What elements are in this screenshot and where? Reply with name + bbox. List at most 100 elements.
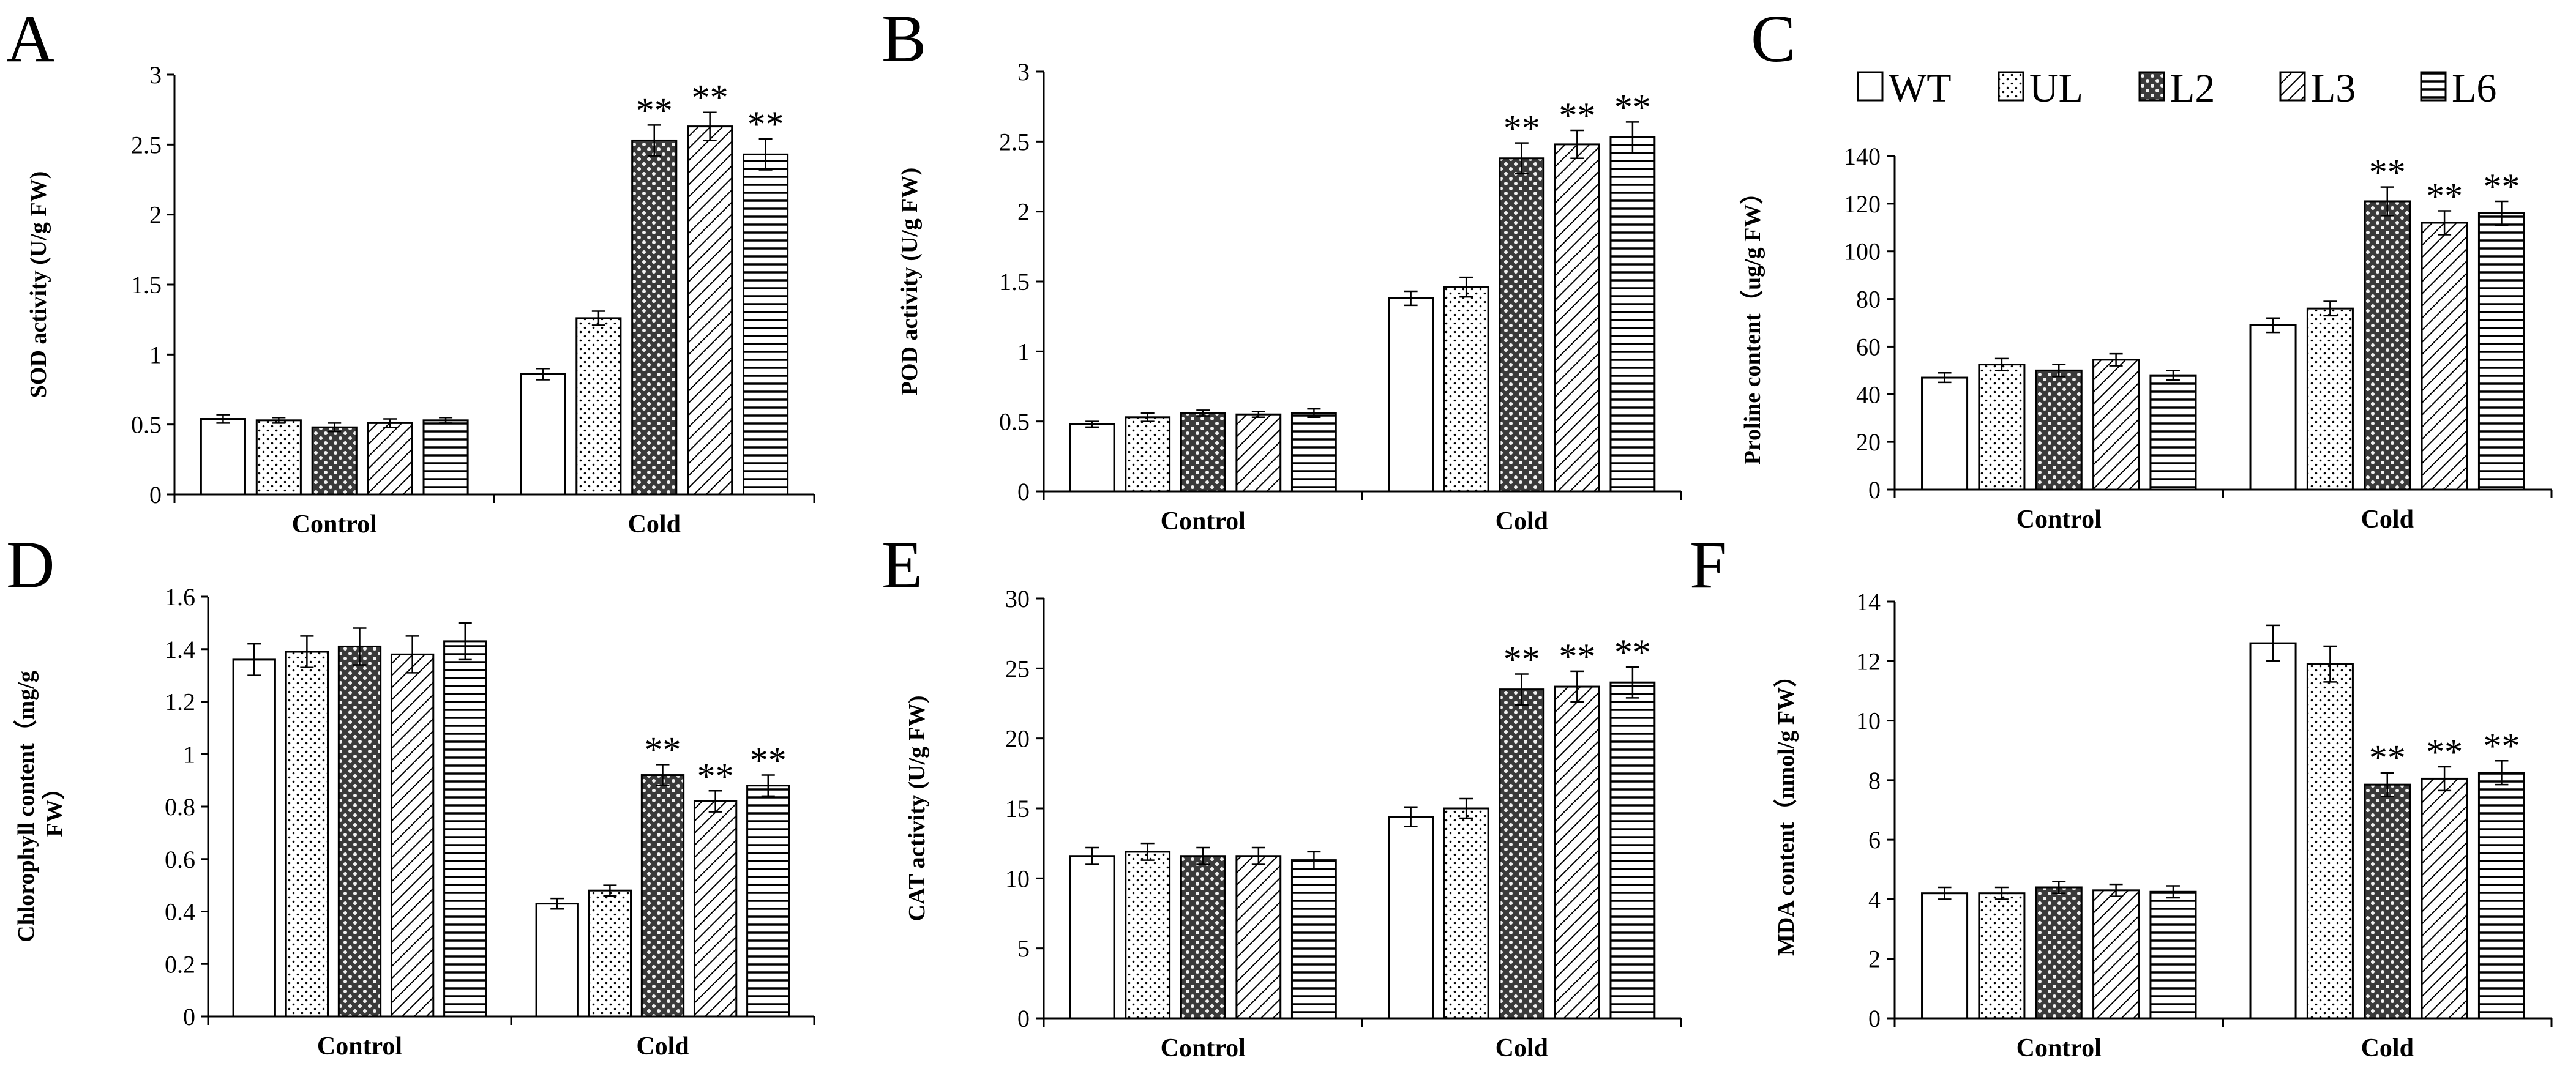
bar-l2-cold	[1499, 157, 1545, 493]
significance-mark: **	[2369, 152, 2406, 193]
bar-l6-control	[1290, 859, 1337, 1020]
y-tick-label: 0	[183, 1003, 195, 1031]
legend-label-ul: UL	[2029, 66, 2083, 111]
y-tick-label: 0.5	[131, 411, 162, 439]
y-tick-label: 20	[1856, 428, 1881, 456]
bar-l6-control	[2149, 374, 2197, 491]
bar-l3-cold	[1554, 143, 1600, 493]
y-tick-label: 0.4	[165, 898, 195, 926]
category-label: Control	[1161, 1034, 1246, 1062]
category-label: Cold	[628, 510, 681, 539]
y-tick-label: 0.5	[999, 408, 1030, 436]
bar-l2-cold	[1499, 688, 1545, 1020]
bar-l6-cold	[1609, 681, 1656, 1020]
bar-wt-cold	[2249, 324, 2297, 491]
bar-l3-cold	[2421, 777, 2468, 1020]
y-tick-label: 0	[1868, 476, 1881, 504]
bar-l3-cold	[1554, 685, 1600, 1020]
significance-mark: **	[2483, 726, 2520, 766]
bar-l2-cold	[2364, 783, 2411, 1020]
bar-ul-cold	[2306, 307, 2354, 491]
y-tick-label: 2	[149, 201, 162, 229]
y-tick-label: 30	[1005, 585, 1030, 613]
bar-l6-control	[422, 419, 469, 496]
bar-l3-cold	[687, 125, 733, 496]
bar-l6-cold	[746, 785, 790, 1018]
bar-wt-control	[1921, 376, 1969, 491]
bar-wt-control	[1069, 423, 1115, 493]
y-tick-label: 10	[1005, 865, 1030, 892]
y-tick-label: 2	[1017, 198, 1030, 226]
y-tick-label: 120	[1844, 190, 1881, 218]
y-tick-label: 0	[1017, 1005, 1030, 1032]
bar-wt-cold	[520, 373, 566, 496]
y-axis-label: FW）	[42, 776, 67, 837]
bar-l3-control	[2092, 359, 2140, 491]
significance-mark: **	[692, 78, 728, 118]
panel-d: 0 0.2 0.4 0.6 0.8 1 1.2 1.4 1.6 Control Cold ** ** **…	[13, 583, 815, 1061]
bar-ul-cold	[2306, 663, 2354, 1020]
bar-ul-cold	[588, 889, 632, 1018]
category-label: Control	[2016, 505, 2102, 534]
category-label: Cold	[636, 1032, 689, 1061]
bar-ul-control	[1125, 416, 1171, 493]
y-tick-label: 5	[1017, 935, 1030, 963]
bar-ul-control	[1125, 851, 1171, 1020]
significance-mark: **	[1559, 636, 1595, 677]
significance-mark: **	[645, 729, 681, 770]
legend-swatch-l3	[2279, 71, 2306, 102]
bar-wt-control	[232, 658, 276, 1018]
legend: WT UL L2 L3 L6	[1857, 66, 2496, 111]
category-label: Control	[2016, 1034, 2102, 1062]
significance-mark: **	[2426, 176, 2463, 217]
y-axis-label: POD activity (U/g FW)	[897, 168, 923, 396]
legend-swatch-l6	[2420, 71, 2447, 102]
panel-b: 0 0.5 1 1.5 2 2.5 3 Control Cold ** ** ** POD activi…	[897, 58, 1682, 535]
y-tick-label: 1	[1017, 338, 1030, 365]
significance-mark: **	[1503, 639, 1540, 679]
panel-letter-c: C	[1751, 1, 1795, 76]
significance-mark: **	[1614, 632, 1651, 673]
y-tick-label: 10	[1856, 707, 1881, 735]
bar-l3-control	[1235, 855, 1282, 1020]
y-tick-label: 60	[1856, 333, 1881, 360]
category-label: Control	[317, 1032, 402, 1061]
y-tick-label: 140	[1844, 143, 1881, 170]
bar-l6-cold	[2477, 772, 2525, 1020]
significance-mark: **	[2426, 732, 2463, 772]
y-axis-label: SOD activity (U/g FW)	[26, 171, 51, 398]
panel-letter-a: A	[6, 1, 54, 76]
bar-l2-control	[337, 645, 382, 1018]
y-tick-label: 15	[1005, 795, 1030, 822]
y-tick-label: 1.2	[165, 688, 195, 716]
bar-l6-cold	[1609, 136, 1656, 493]
category-label: Cold	[2361, 1034, 2414, 1062]
panel-letter-d: D	[6, 528, 54, 602]
y-tick-label: 0.6	[165, 846, 195, 873]
significance-mark: **	[750, 740, 787, 781]
category-label: Control	[292, 510, 377, 539]
bar-ul-control	[255, 419, 302, 496]
y-axis-label: MDA content（nmol/g FW）	[1773, 664, 1799, 956]
bar-l3-cold	[693, 800, 738, 1018]
legend-label-l3: L3	[2311, 66, 2356, 111]
y-tick-label: 2.5	[131, 131, 162, 158]
bar-l3-cold	[2421, 222, 2468, 491]
bar-ul-cold	[1443, 807, 1489, 1020]
y-tick-label: 80	[1856, 286, 1881, 313]
y-tick-label: 2	[1868, 945, 1881, 973]
bar-l2-control	[311, 426, 358, 496]
y-tick-label: 0	[149, 481, 162, 509]
y-tick-label: 0	[1868, 1005, 1881, 1032]
legend-swatch-ul	[1998, 71, 2024, 102]
y-tick-label: 1.5	[131, 271, 162, 299]
y-tick-label: 0.8	[165, 793, 195, 821]
y-axis-label: CAT activity (U/g FW)	[904, 695, 930, 921]
y-tick-label: 1	[183, 740, 195, 768]
bar-l2-control	[1180, 855, 1226, 1020]
category-label: Cold	[2361, 505, 2414, 534]
y-tick-label: 20	[1005, 725, 1030, 753]
y-tick-label: 1.4	[165, 636, 195, 663]
category-label: Control	[1161, 507, 1246, 535]
